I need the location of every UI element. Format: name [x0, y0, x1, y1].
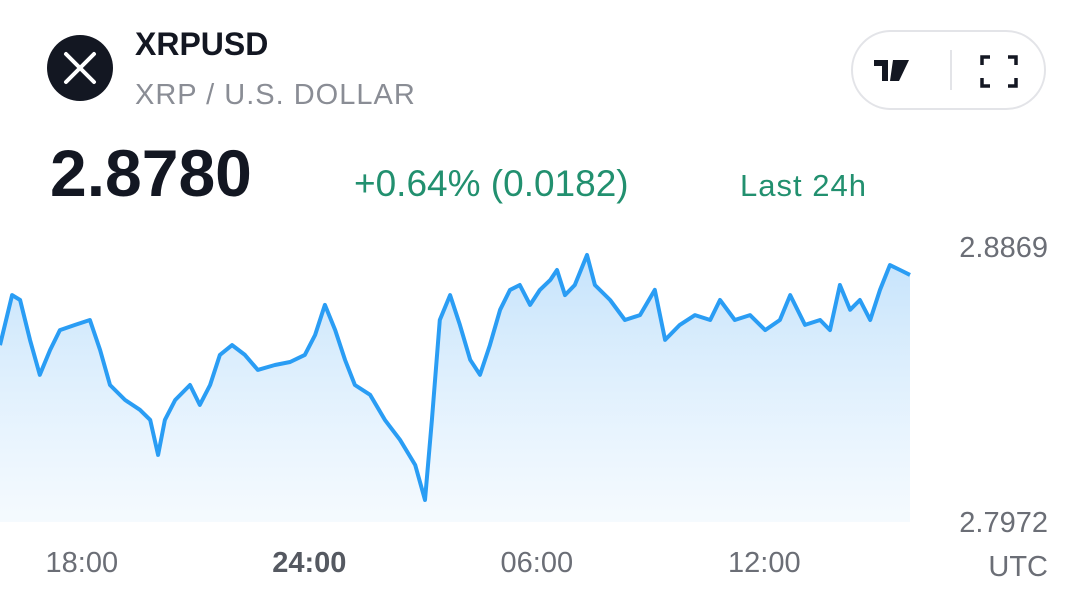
- logo: [47, 35, 113, 101]
- x-tick-label: 06:00: [501, 547, 574, 579]
- x-tick-label: 12:00: [728, 547, 801, 579]
- change: +0.64% (0.0182): [354, 163, 629, 204]
- x-axis-label: UTC: [988, 551, 1048, 583]
- y-tick-label: 2.7972: [959, 507, 1048, 539]
- fullscreen-button[interactable]: [980, 55, 1018, 88]
- tv-logo[interactable]: [874, 60, 909, 81]
- period: Last 24h: [740, 168, 867, 203]
- symbol: XRPUSD: [135, 26, 268, 62]
- x-tick-label: 24:00: [272, 547, 346, 579]
- y-tick-label: 2.8869: [959, 232, 1048, 264]
- price: 2.8780: [50, 136, 252, 210]
- x-tick-label: 18:00: [46, 547, 119, 579]
- description: XRP / U.S. DOLLAR: [135, 79, 416, 111]
- area: [0, 255, 910, 522]
- toolbar[interactable]: [851, 30, 1046, 110]
- price-line: [0, 253, 911, 502]
